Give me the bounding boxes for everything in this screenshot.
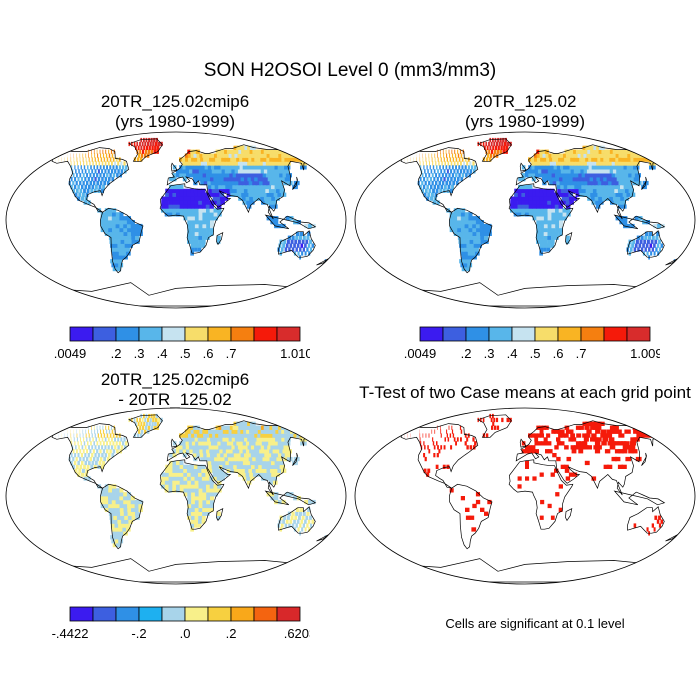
colorbar-label: .2 [461, 346, 472, 361]
colorbar-case1: .0049 .2 .3 .4 .5 .6 .7 1.0106 [54, 326, 310, 361]
colorbar-swatch [69, 326, 94, 342]
panel4-title: T-Test of two Case means at each grid po… [359, 383, 691, 402]
colorbar-swatch [534, 326, 559, 342]
colorbar-label: 1.0097 [630, 346, 660, 361]
colorbar-swatch [207, 606, 232, 622]
map-panel-case2 [354, 131, 696, 309]
colorbar-label: .6 [203, 346, 214, 361]
colorbar-swatch [465, 326, 490, 342]
colorbar-swatch [442, 326, 467, 342]
colorbar-label: .0 [180, 626, 191, 641]
colorbar-swatch [115, 326, 140, 342]
colorbar-label: 1.0106 [280, 346, 310, 361]
colorbar-swatch [603, 326, 628, 342]
colorbar-label: .2 [111, 346, 122, 361]
ttest-note: Cells are significant at 0.1 level [445, 616, 625, 631]
colorbar-label: -.4422 [52, 626, 89, 641]
map-panel-difference [5, 407, 347, 585]
colorbar-case2: .0049 .2 .3 .4 .5 .6 .7 1.0097 [404, 326, 660, 361]
colorbar-swatch [419, 326, 444, 342]
colorbar-swatch [161, 606, 186, 622]
colorbar-label: .7 [576, 346, 587, 361]
colorbar-swatch [511, 326, 536, 342]
colorbar-swatch [92, 606, 117, 622]
colorbar-label: .4 [507, 346, 518, 361]
colorbar-swatch [161, 326, 186, 342]
panel1-title: 20TR_125.02cmip6 (yrs 1980-1999) [100, 92, 250, 131]
colorbar-swatch [253, 606, 278, 622]
colorbar-label: .5 [530, 346, 541, 361]
colorbar-label: .3 [134, 346, 145, 361]
panel3-title: 20TR_125.02cmip6- 20TR_125.02 [100, 370, 250, 409]
colorbar-label: -.2 [131, 626, 146, 641]
colorbar-swatch [626, 326, 651, 342]
colorbar-label: .5 [180, 346, 191, 361]
colorbar-label: .6 [553, 346, 564, 361]
colorbar-label: .2 [226, 626, 237, 641]
panel2-title: 20TR_125.02 (yrs 1980-1999) [464, 92, 585, 131]
colorbar-label: .0049 [54, 346, 87, 361]
main-title: SON H2OSOI Level 0 (mm3/mm3) [203, 60, 497, 81]
colorbar-swatch [488, 326, 513, 342]
colorbar-swatch [230, 606, 255, 622]
colorbar-swatch [580, 326, 605, 342]
colorbar-difference: -.4422 -.2 .0 .2 .6203 [52, 606, 310, 641]
colorbar-swatch [92, 326, 117, 342]
colorbar-swatch [138, 606, 163, 622]
colorbar-swatch [253, 326, 278, 342]
colorbar-swatch [184, 606, 209, 622]
colorbar-swatch [69, 606, 94, 622]
colorbar-label: .6203 [284, 626, 310, 641]
colorbar-label: .3 [484, 346, 495, 361]
colorbar-swatch [115, 606, 140, 622]
colorbar-label: .4 [157, 346, 168, 361]
colorbar-swatch [184, 326, 209, 342]
colorbar-swatch [230, 326, 255, 342]
colorbar-label: .0049 [404, 346, 437, 361]
colorbar-swatch [276, 326, 301, 342]
colorbar-swatch [276, 606, 301, 622]
colorbar-swatch [557, 326, 582, 342]
colorbar-swatch [207, 326, 232, 342]
map-panel-ttest [354, 407, 696, 585]
colorbar-swatch [138, 326, 163, 342]
colorbar-label: .7 [226, 346, 237, 361]
map-panel-case1 [5, 131, 347, 309]
